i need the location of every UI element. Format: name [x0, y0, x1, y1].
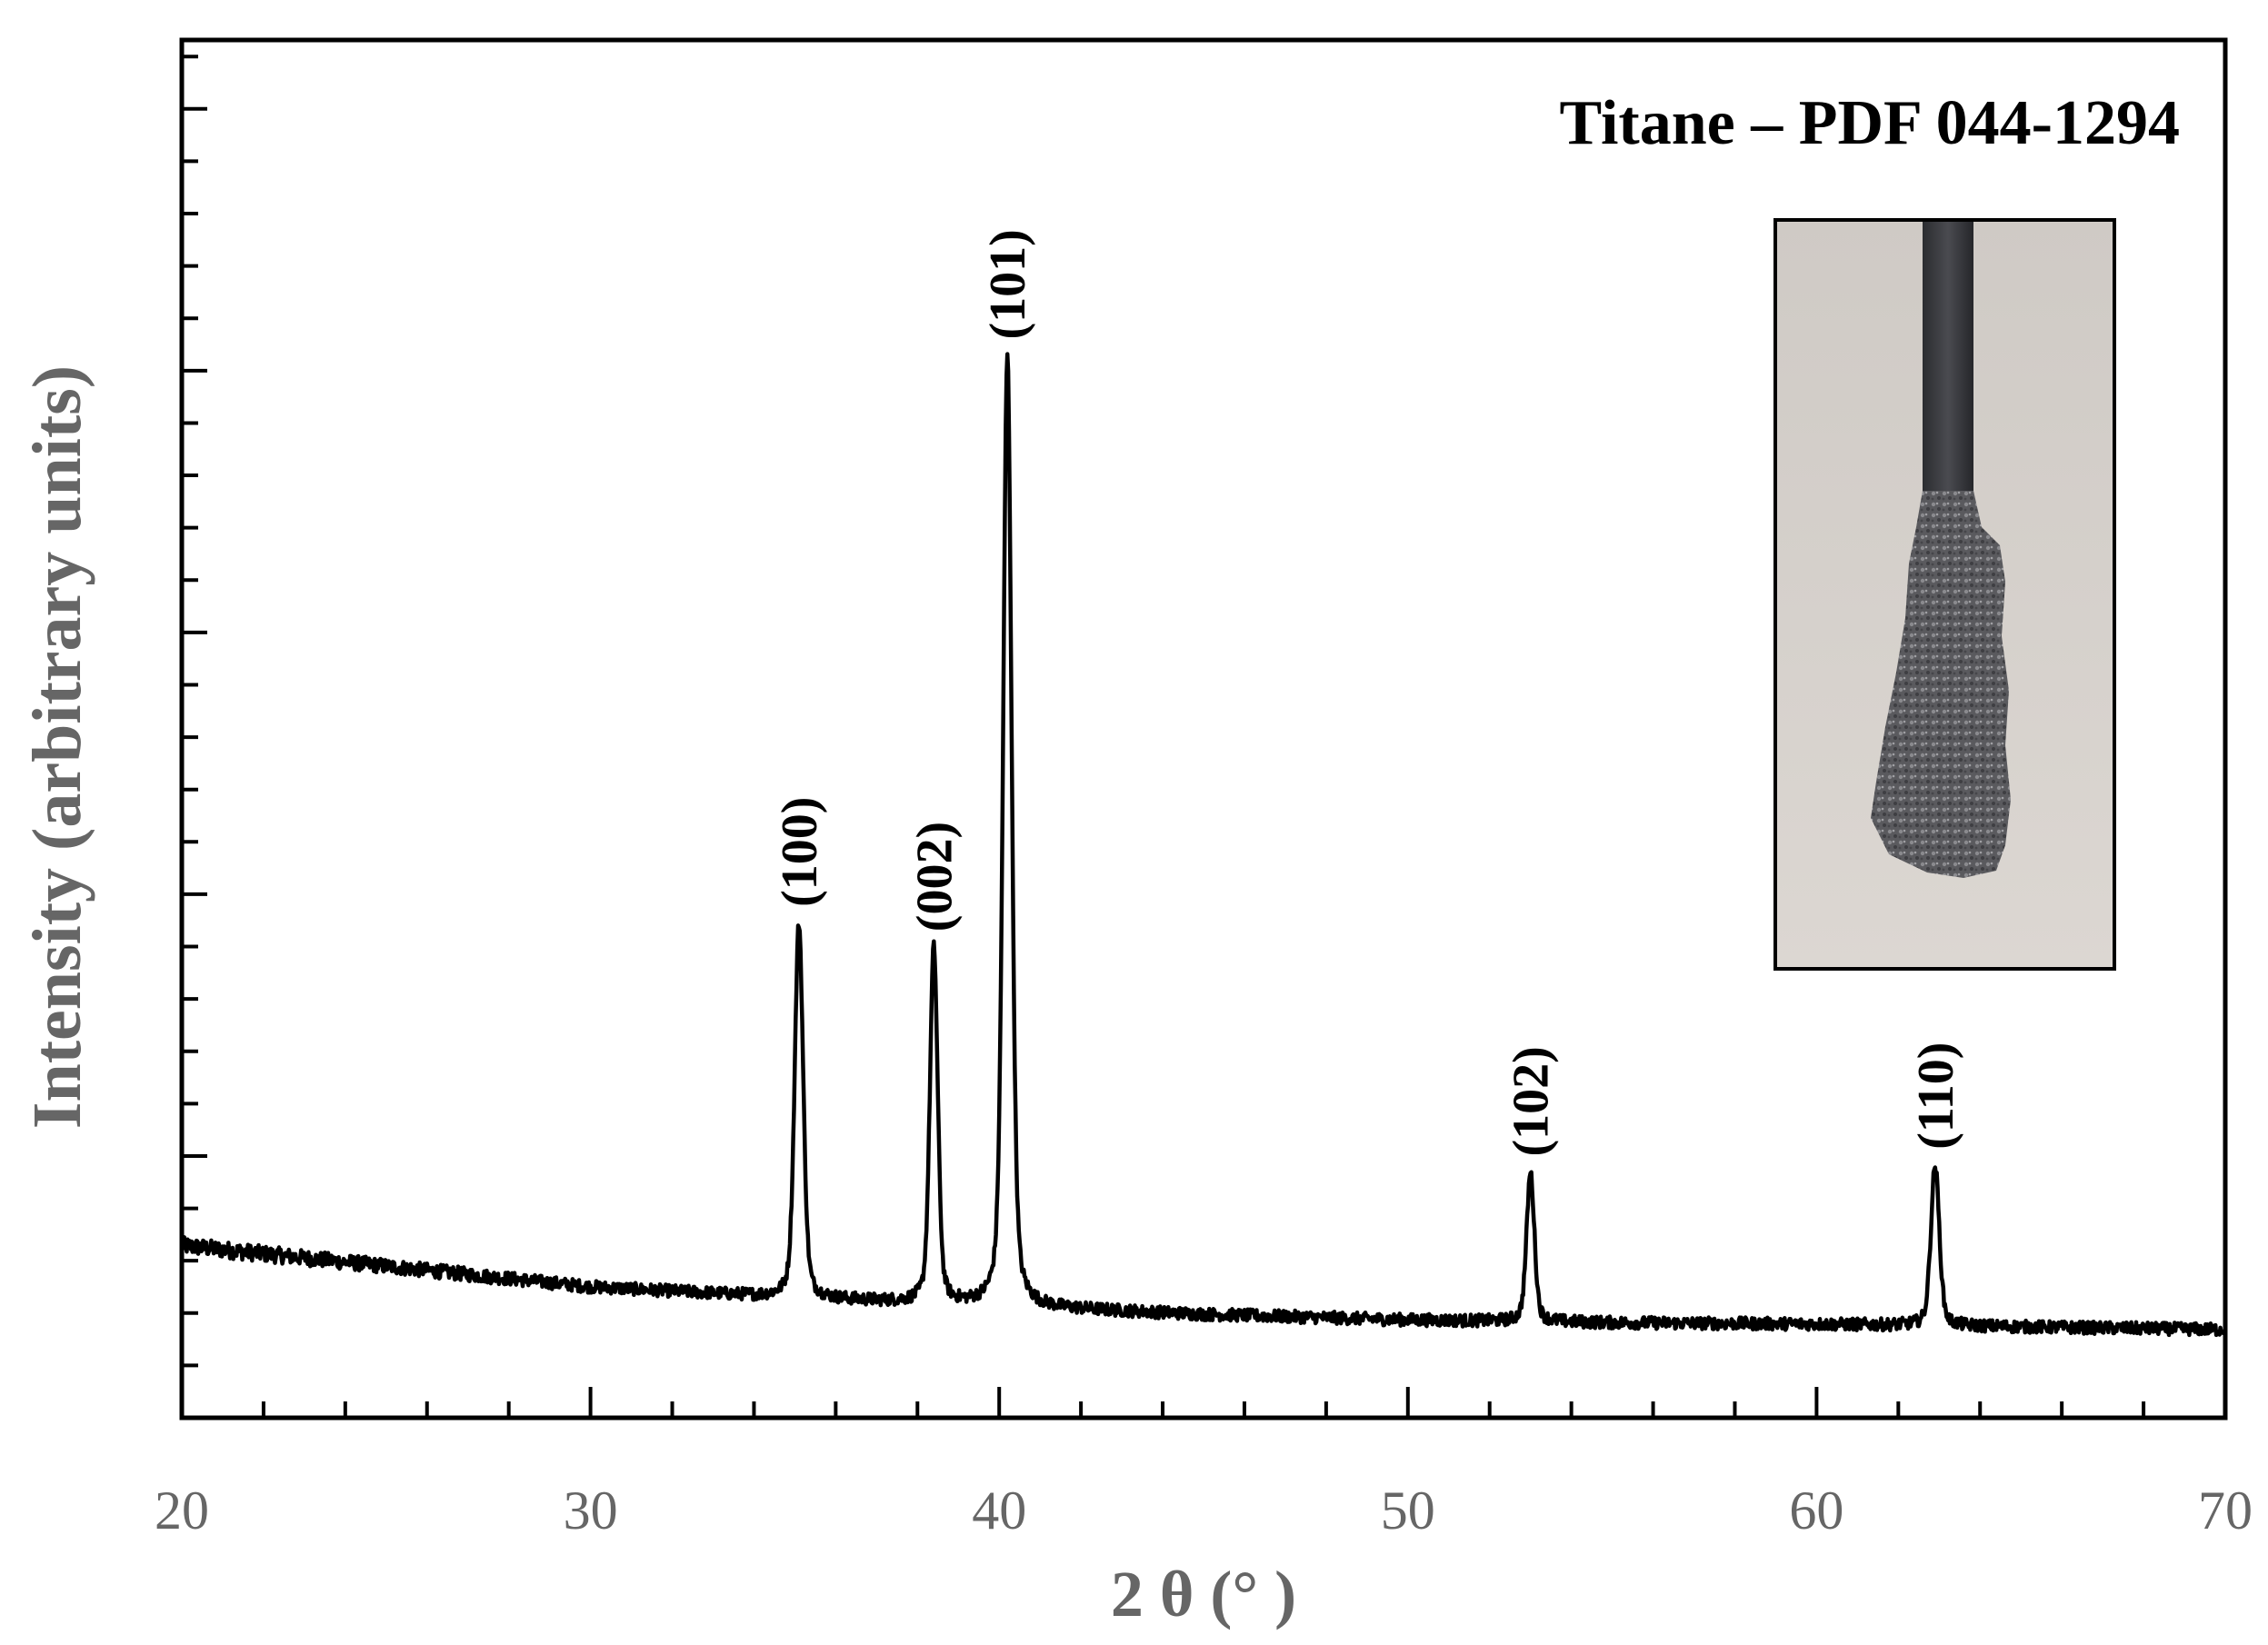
- inset-photo: [1773, 218, 2116, 971]
- plot-frame: [179, 37, 2228, 1421]
- x-tick-label: 20: [155, 1480, 209, 1540]
- x-minor-ticks: [261, 1401, 2146, 1418]
- x-tick-label: 50: [1381, 1480, 1435, 1540]
- x-tick-labels: 20 30 40 50 60 70: [155, 1480, 2253, 1540]
- peak-label: (002): [906, 822, 963, 932]
- peak-label: (101): [980, 229, 1036, 339]
- annotation-text: Titane – PDF 044-1294: [1560, 88, 2180, 158]
- x-tick-label: 70: [2198, 1480, 2253, 1540]
- inset-photo-frame: [1773, 218, 2116, 971]
- powder-deposit: [1871, 491, 2011, 878]
- peak-label: (102): [1504, 1046, 1560, 1156]
- y-axis-title: Intensity (arbitrary units): [19, 365, 95, 1129]
- peak-label: (100): [772, 797, 828, 907]
- x-tick-label: 60: [1789, 1480, 1843, 1540]
- peak-labels: (100) (002) (101) (102) (110): [772, 229, 1964, 1156]
- x-axis-title: 2 θ (° ): [1111, 1558, 1296, 1630]
- sample-rod: [1923, 220, 1973, 502]
- x-major-ticks: [180, 1387, 2227, 1418]
- diffraction-pattern-line: [179, 352, 2228, 1338]
- x-tick-label: 40: [972, 1480, 1026, 1540]
- x-tick-label: 30: [564, 1480, 618, 1540]
- y-ticks: [182, 55, 207, 1368]
- peak-label: (110): [1908, 1042, 1964, 1150]
